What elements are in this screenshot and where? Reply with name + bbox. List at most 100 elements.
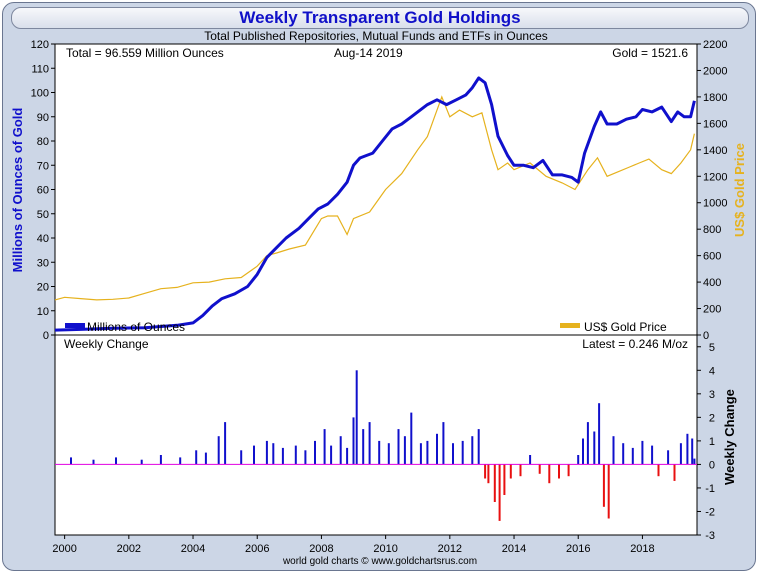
x-tick-label: 2014: [502, 543, 526, 555]
right-tick-label: 1600: [703, 118, 727, 130]
x-tick-label: 2012: [438, 543, 462, 555]
weekly-change-bar: [602, 464, 605, 507]
weekly-change-bar: [529, 455, 532, 465]
weekly-change-bar: [304, 450, 307, 465]
weekly-change-bar: [582, 438, 584, 465]
holdings-line: [54, 76, 696, 332]
weekly-change-bar: [612, 436, 615, 465]
weekly-change-bar: [314, 440, 316, 465]
right-tick-label: 1800: [703, 92, 727, 104]
right-tick-label: 2200: [703, 39, 727, 51]
weekly-change-bar: [140, 459, 143, 465]
change-tick-label: -2: [705, 506, 715, 518]
weekly-change-bar: [355, 370, 358, 465]
change-tick-label: 5: [709, 342, 715, 354]
right-tick-label: 1000: [703, 198, 727, 210]
gold-price-line: [54, 95, 695, 301]
weekly-change-bar: [593, 431, 596, 465]
left-tick-label: 120: [31, 39, 49, 51]
weekly-change-bar: [204, 452, 207, 465]
right-tick-label: 400: [703, 277, 721, 289]
weekly-change-bar: [641, 440, 644, 465]
change-tick-label: 3: [709, 389, 715, 401]
left-tick-label: 50: [37, 209, 49, 221]
weekly-change-bar: [339, 436, 342, 465]
x-tick-label: 2006: [245, 543, 269, 555]
weekly-change-bar: [378, 440, 381, 465]
weekly-change-bar: [224, 422, 227, 465]
weekly-change-bar: [452, 443, 454, 465]
x-tick-label: 2016: [566, 543, 590, 555]
latest-change-label: Latest = 0.246 M/oz: [582, 337, 688, 351]
date-label: Aug-14 2019: [334, 46, 403, 60]
weekly-change-bar: [509, 464, 512, 479]
total-holdings-label: Total = 96.559 Million Ounces: [66, 46, 224, 60]
weekly-change-bar: [548, 464, 551, 484]
right-tick-label: 600: [703, 251, 721, 263]
weekly-change-bar: [179, 457, 182, 465]
weekly-change-bar: [362, 429, 365, 465]
weekly-change-bar: [352, 417, 355, 465]
weekly-change-bar: [426, 440, 429, 465]
legend-gold-label: US$ Gold Price: [584, 320, 667, 334]
weekly-change-bar: [598, 403, 601, 465]
weekly-change-bar: [667, 450, 670, 465]
footer-credit: world gold charts © www.goldchartsrus.co…: [282, 556, 478, 567]
left-tick-label: 100: [31, 88, 49, 100]
weekly-change-bar: [397, 429, 400, 465]
weekly-change-bar: [281, 447, 284, 465]
weekly-change-title: Weekly Change: [64, 337, 149, 351]
weekly-change-bar: [419, 443, 422, 465]
chart-title: Weekly Transparent Gold Holdings: [11, 7, 749, 29]
x-tick-label: 2000: [52, 543, 76, 555]
weekly-change-bar: [436, 433, 438, 465]
weekly-change-bar: [577, 455, 580, 465]
left-tick-label: 70: [37, 160, 49, 172]
weekly-change-bar: [519, 464, 522, 477]
weekly-change-bar: [323, 429, 326, 465]
weekly-change-bar: [403, 436, 406, 465]
change-tick-label: 1: [709, 436, 715, 448]
weekly-change-bar: [498, 464, 501, 521]
weekly-change-bar: [631, 447, 634, 465]
weekly-change-bar: [679, 443, 682, 465]
weekly-change-bar: [484, 464, 487, 479]
right-tick-label: 800: [703, 224, 721, 236]
weekly-change-bar: [240, 450, 243, 465]
weekly-change-bar: [330, 445, 333, 465]
left-tick-label: 80: [37, 136, 49, 148]
x-tick-label: 2010: [373, 543, 397, 555]
weekly-change-bar: [159, 455, 162, 465]
change-tick-label: -1: [705, 483, 715, 495]
weekly-change-bar: [272, 443, 275, 465]
weekly-change-bar: [368, 422, 371, 465]
weekly-change-bar: [195, 450, 198, 465]
change-tick-label: -3: [705, 530, 715, 542]
x-tick-label: 2002: [117, 543, 141, 555]
gold-price-label: Gold = 1521.6: [612, 46, 688, 60]
change-tick-label: 4: [709, 365, 715, 377]
weekly-change-bar: [92, 459, 95, 465]
left-tick-label: 10: [37, 306, 49, 318]
legend-holdings-label: Millions of Ounces: [87, 320, 185, 334]
weekly-change-bar: [471, 436, 474, 465]
right-tick-label: 0: [703, 330, 709, 342]
change-axis-label: Weekly Change: [722, 389, 737, 485]
chart-subtitle: Total Published Repositories, Mutual Fun…: [204, 29, 548, 43]
legend-holdings-swatch: [65, 323, 85, 328]
weekly-change-panel: [54, 334, 698, 536]
change-tick-label: 2: [709, 412, 715, 424]
weekly-change-bar: [410, 412, 413, 465]
left-tick-label: 110: [31, 63, 49, 75]
left-tick-label: 90: [37, 112, 49, 124]
left-tick-label: 40: [37, 233, 49, 245]
left-tick-label: 30: [37, 257, 49, 269]
weekly-change-bar: [651, 445, 654, 465]
weekly-change-bar: [487, 464, 490, 484]
weekly-change-bar: [686, 433, 689, 465]
weekly-change-bar: [346, 447, 349, 465]
weekly-change-bar: [387, 443, 390, 465]
holdings-panel: [54, 43, 698, 336]
weekly-change-bar: [607, 464, 610, 519]
